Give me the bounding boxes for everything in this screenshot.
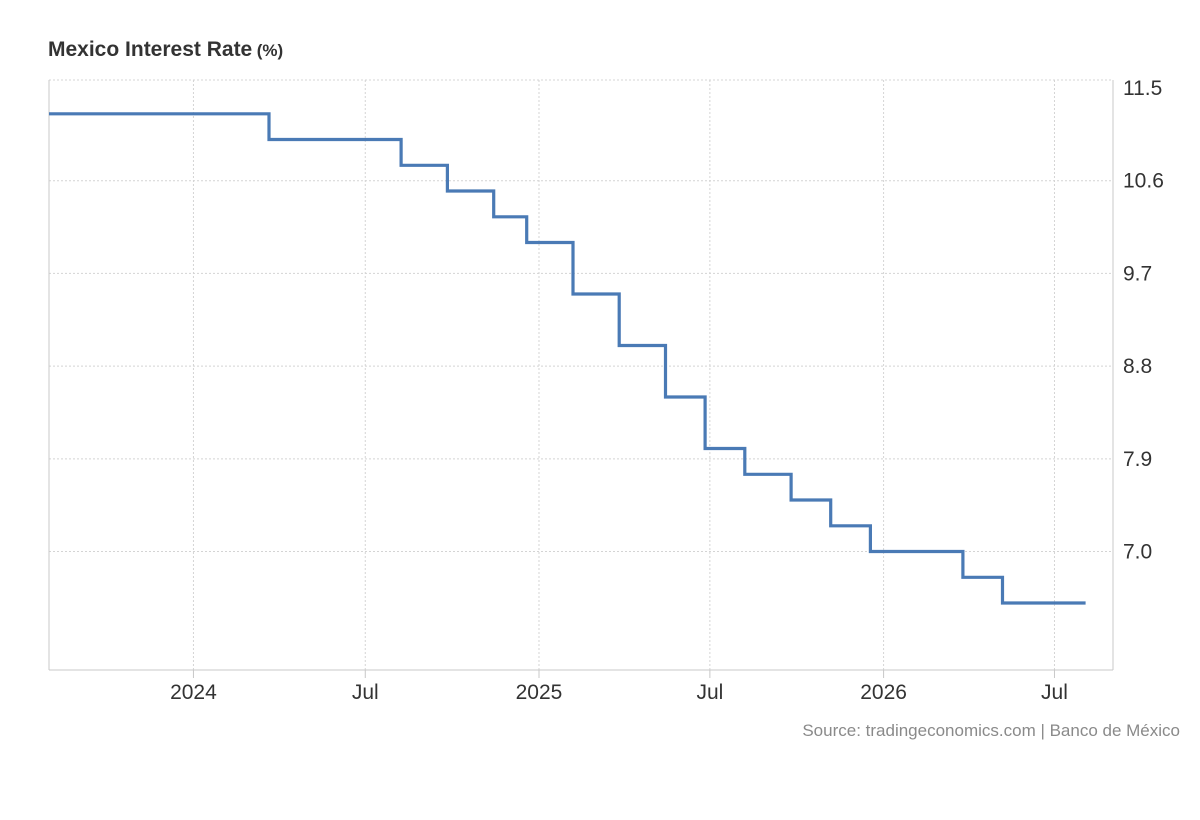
series-layer: [49, 112, 1086, 605]
x-tick-label: 2024: [170, 681, 217, 704]
chart-unit-text: (%): [256, 41, 284, 60]
x-tick-label: 2025: [516, 681, 563, 704]
chart-title-text: Mexico Interest Rate: [48, 38, 253, 61]
series-line: [49, 112, 1086, 605]
axes: [48, 80, 1114, 678]
x-tick-labels: 2024 Jul 2025 Jul 2026 Jul: [170, 681, 1068, 704]
chart-title: Mexico Interest Rate (%): [48, 38, 283, 62]
y-tick-label: 9.7: [1123, 262, 1152, 285]
y-tick-label: 7.9: [1123, 448, 1152, 471]
y-tick-labels: 11.5 10.6 9.7 8.8 7.9 7.0: [1123, 77, 1164, 564]
y-tick-label: 10.6: [1123, 170, 1164, 193]
x-tick-label: Jul: [352, 681, 379, 704]
y-tick-label: 11.5: [1123, 77, 1162, 100]
y-tick-label: 8.8: [1123, 355, 1152, 378]
x-tick-label: 2026: [860, 681, 907, 704]
x-tick-label: Jul: [696, 681, 723, 704]
grid-lines: [49, 79, 1113, 670]
source-note: Source: tradingeconomics.com | Banco de …: [802, 721, 1180, 740]
x-tick-label: Jul: [1041, 681, 1068, 704]
y-tick-label: 7.0: [1123, 541, 1152, 564]
